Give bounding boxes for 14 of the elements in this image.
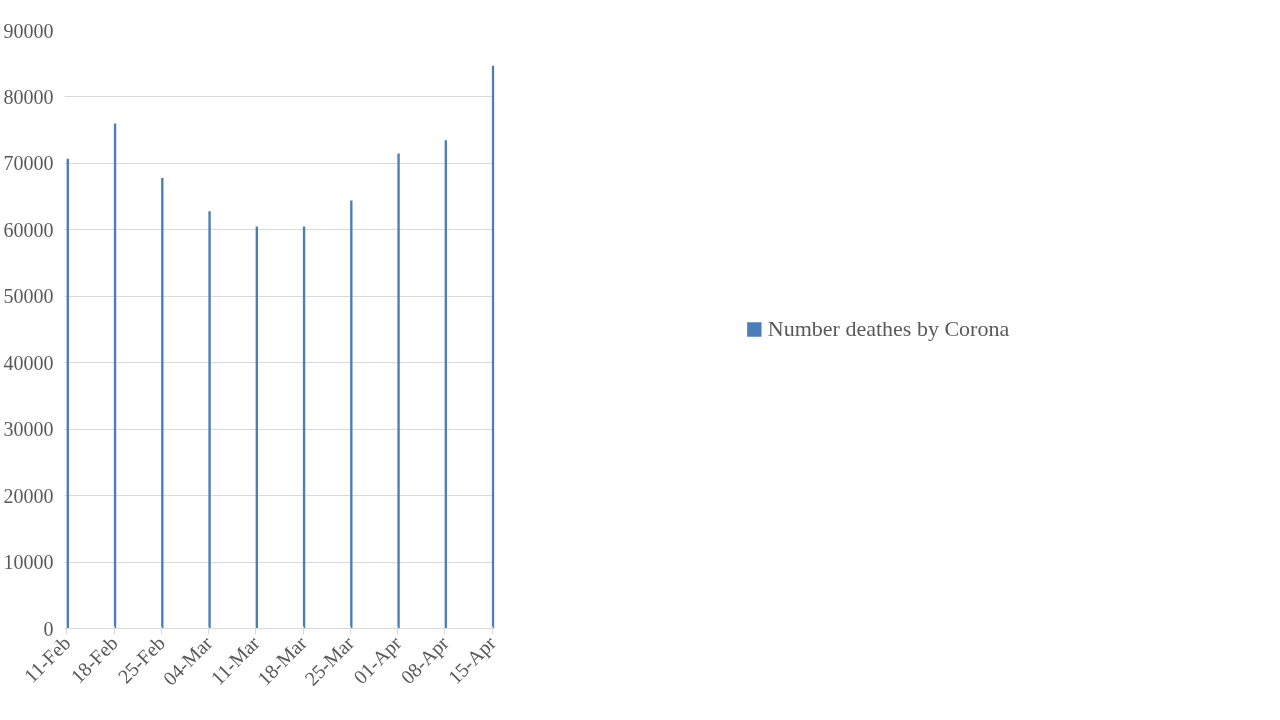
y-tick-label: 30000 [3,418,54,441]
y-tick-label: 40000 [3,351,54,374]
bar [397,153,400,629]
y-tick-label: 0 [43,617,54,640]
y-tick-label: 50000 [3,285,54,308]
y-tick-label: 10000 [3,551,54,574]
bar [208,211,211,629]
y-tick-label: 60000 [3,218,54,241]
y-tick-label: 70000 [3,152,54,175]
legend-label: Number deathes by Corona [767,316,1010,342]
y-tick-label: 20000 [3,484,54,507]
y-tick-label: 80000 [3,85,54,108]
y-tick-label: 90000 [3,19,54,42]
bar [350,200,353,629]
